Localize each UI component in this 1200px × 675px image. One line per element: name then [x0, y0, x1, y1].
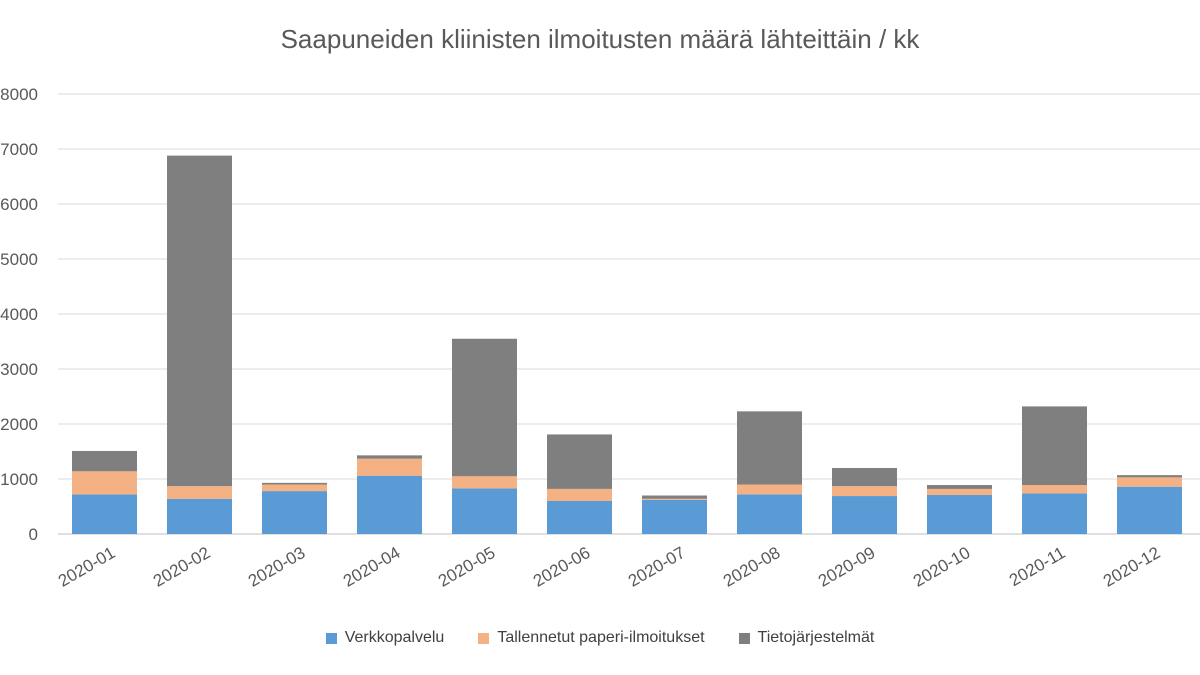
bar-segment-3 [1022, 406, 1087, 486]
bar-segment-3 [737, 411, 802, 485]
x-tick-label: 2020-06 [530, 543, 594, 591]
x-tick-label: 2020-05 [435, 543, 499, 591]
y-tick-label: 4000 [0, 305, 38, 324]
x-tick-label: 2020-08 [720, 543, 784, 591]
bar-segment-1 [452, 488, 517, 534]
y-tick-label: 7000 [0, 140, 38, 159]
bar-segment-2 [1022, 485, 1087, 494]
x-tick-label: 2020-01 [55, 543, 119, 591]
chart-title: Saapuneiden kliinisten ilmoitusten määrä… [280, 24, 920, 54]
x-tick-label: 2020-04 [340, 543, 404, 591]
bar-segment-1 [832, 496, 897, 534]
bar-segment-1 [72, 494, 137, 534]
bar-segment-2 [452, 476, 517, 489]
y-axis-tick-labels: 0 1000 2000 3000 4000 5000 6000 7000 8000 [0, 85, 38, 544]
bar-segment-2 [832, 486, 897, 497]
bar-segment-1 [737, 494, 802, 534]
bar-segment-1 [1022, 493, 1087, 534]
x-tick-label: 2020-03 [245, 543, 309, 591]
bar-segment-1 [927, 494, 992, 534]
y-tick-label: 6000 [0, 195, 38, 214]
bar-segment-3 [72, 450, 137, 472]
legend: Verkkopalvelu Tallennetut paperi-ilmoituk… [0, 629, 1200, 647]
x-tick-label: 2020-07 [625, 543, 689, 591]
legend-swatch [478, 632, 490, 644]
bar-segment-1 [357, 475, 422, 534]
x-axis-tick-labels: 2020-01 2020-02 2020-03 2020-04 2020-05 2020-… [55, 543, 1164, 591]
legend-label: Tallennetut paperi-ilmoitukset [497, 629, 705, 646]
legend-label: Verkkopalvelu [344, 629, 445, 646]
y-tick-label: 0 [29, 525, 38, 544]
x-tick-label: 2020-10 [910, 543, 974, 591]
bar-segment-2 [167, 486, 232, 499]
bar-segment-2 [72, 471, 137, 495]
bar-segment-3 [357, 455, 422, 459]
bar-segment-1 [262, 491, 327, 534]
x-tick-label: 2020-09 [815, 543, 879, 591]
bar-segment-3 [547, 434, 612, 489]
bar-segment-2 [262, 484, 327, 492]
x-tick-label: 2020-02 [150, 543, 214, 591]
x-tick-label: 2020-12 [1100, 543, 1164, 591]
y-tick-label: 1000 [0, 470, 38, 489]
bar-segment-2 [927, 488, 992, 495]
bar-segment-2 [357, 458, 422, 476]
bar-segment-3 [927, 485, 992, 489]
bars [72, 155, 1182, 534]
bar-segment-3 [167, 155, 232, 487]
bar-segment-1 [547, 501, 612, 534]
bar-segment-3 [1117, 475, 1182, 478]
legend-label: Tietojärjestelmät [757, 629, 875, 646]
legend-swatch [738, 632, 750, 644]
legend-item: Tallennetut paperi-ilmoitukset [478, 629, 705, 647]
gridlines [58, 93, 1200, 535]
bar-segment-3 [642, 495, 707, 499]
bar-segment-3 [452, 338, 517, 477]
bar-segment-2 [737, 484, 802, 495]
y-tick-label: 5000 [0, 250, 38, 269]
bar-segment-3 [832, 468, 897, 487]
bar-segment-2 [547, 488, 612, 501]
y-tick-label: 2000 [0, 415, 38, 434]
y-tick-label: 8000 [0, 85, 38, 104]
bar-segment-2 [1117, 477, 1182, 487]
bar-segment-3 [262, 482, 327, 485]
bar-segment-1 [642, 499, 707, 534]
x-tick-label: 2020-11 [1006, 543, 1068, 590]
bar-segment-1 [1117, 486, 1182, 534]
y-tick-label: 3000 [0, 360, 38, 379]
bar-segment-2 [642, 498, 707, 500]
legend-swatch [325, 632, 337, 644]
legend-item: Verkkopalvelu [325, 629, 445, 647]
bar-segment-1 [167, 498, 232, 534]
legend-item: Tietojärjestelmät [738, 629, 875, 647]
